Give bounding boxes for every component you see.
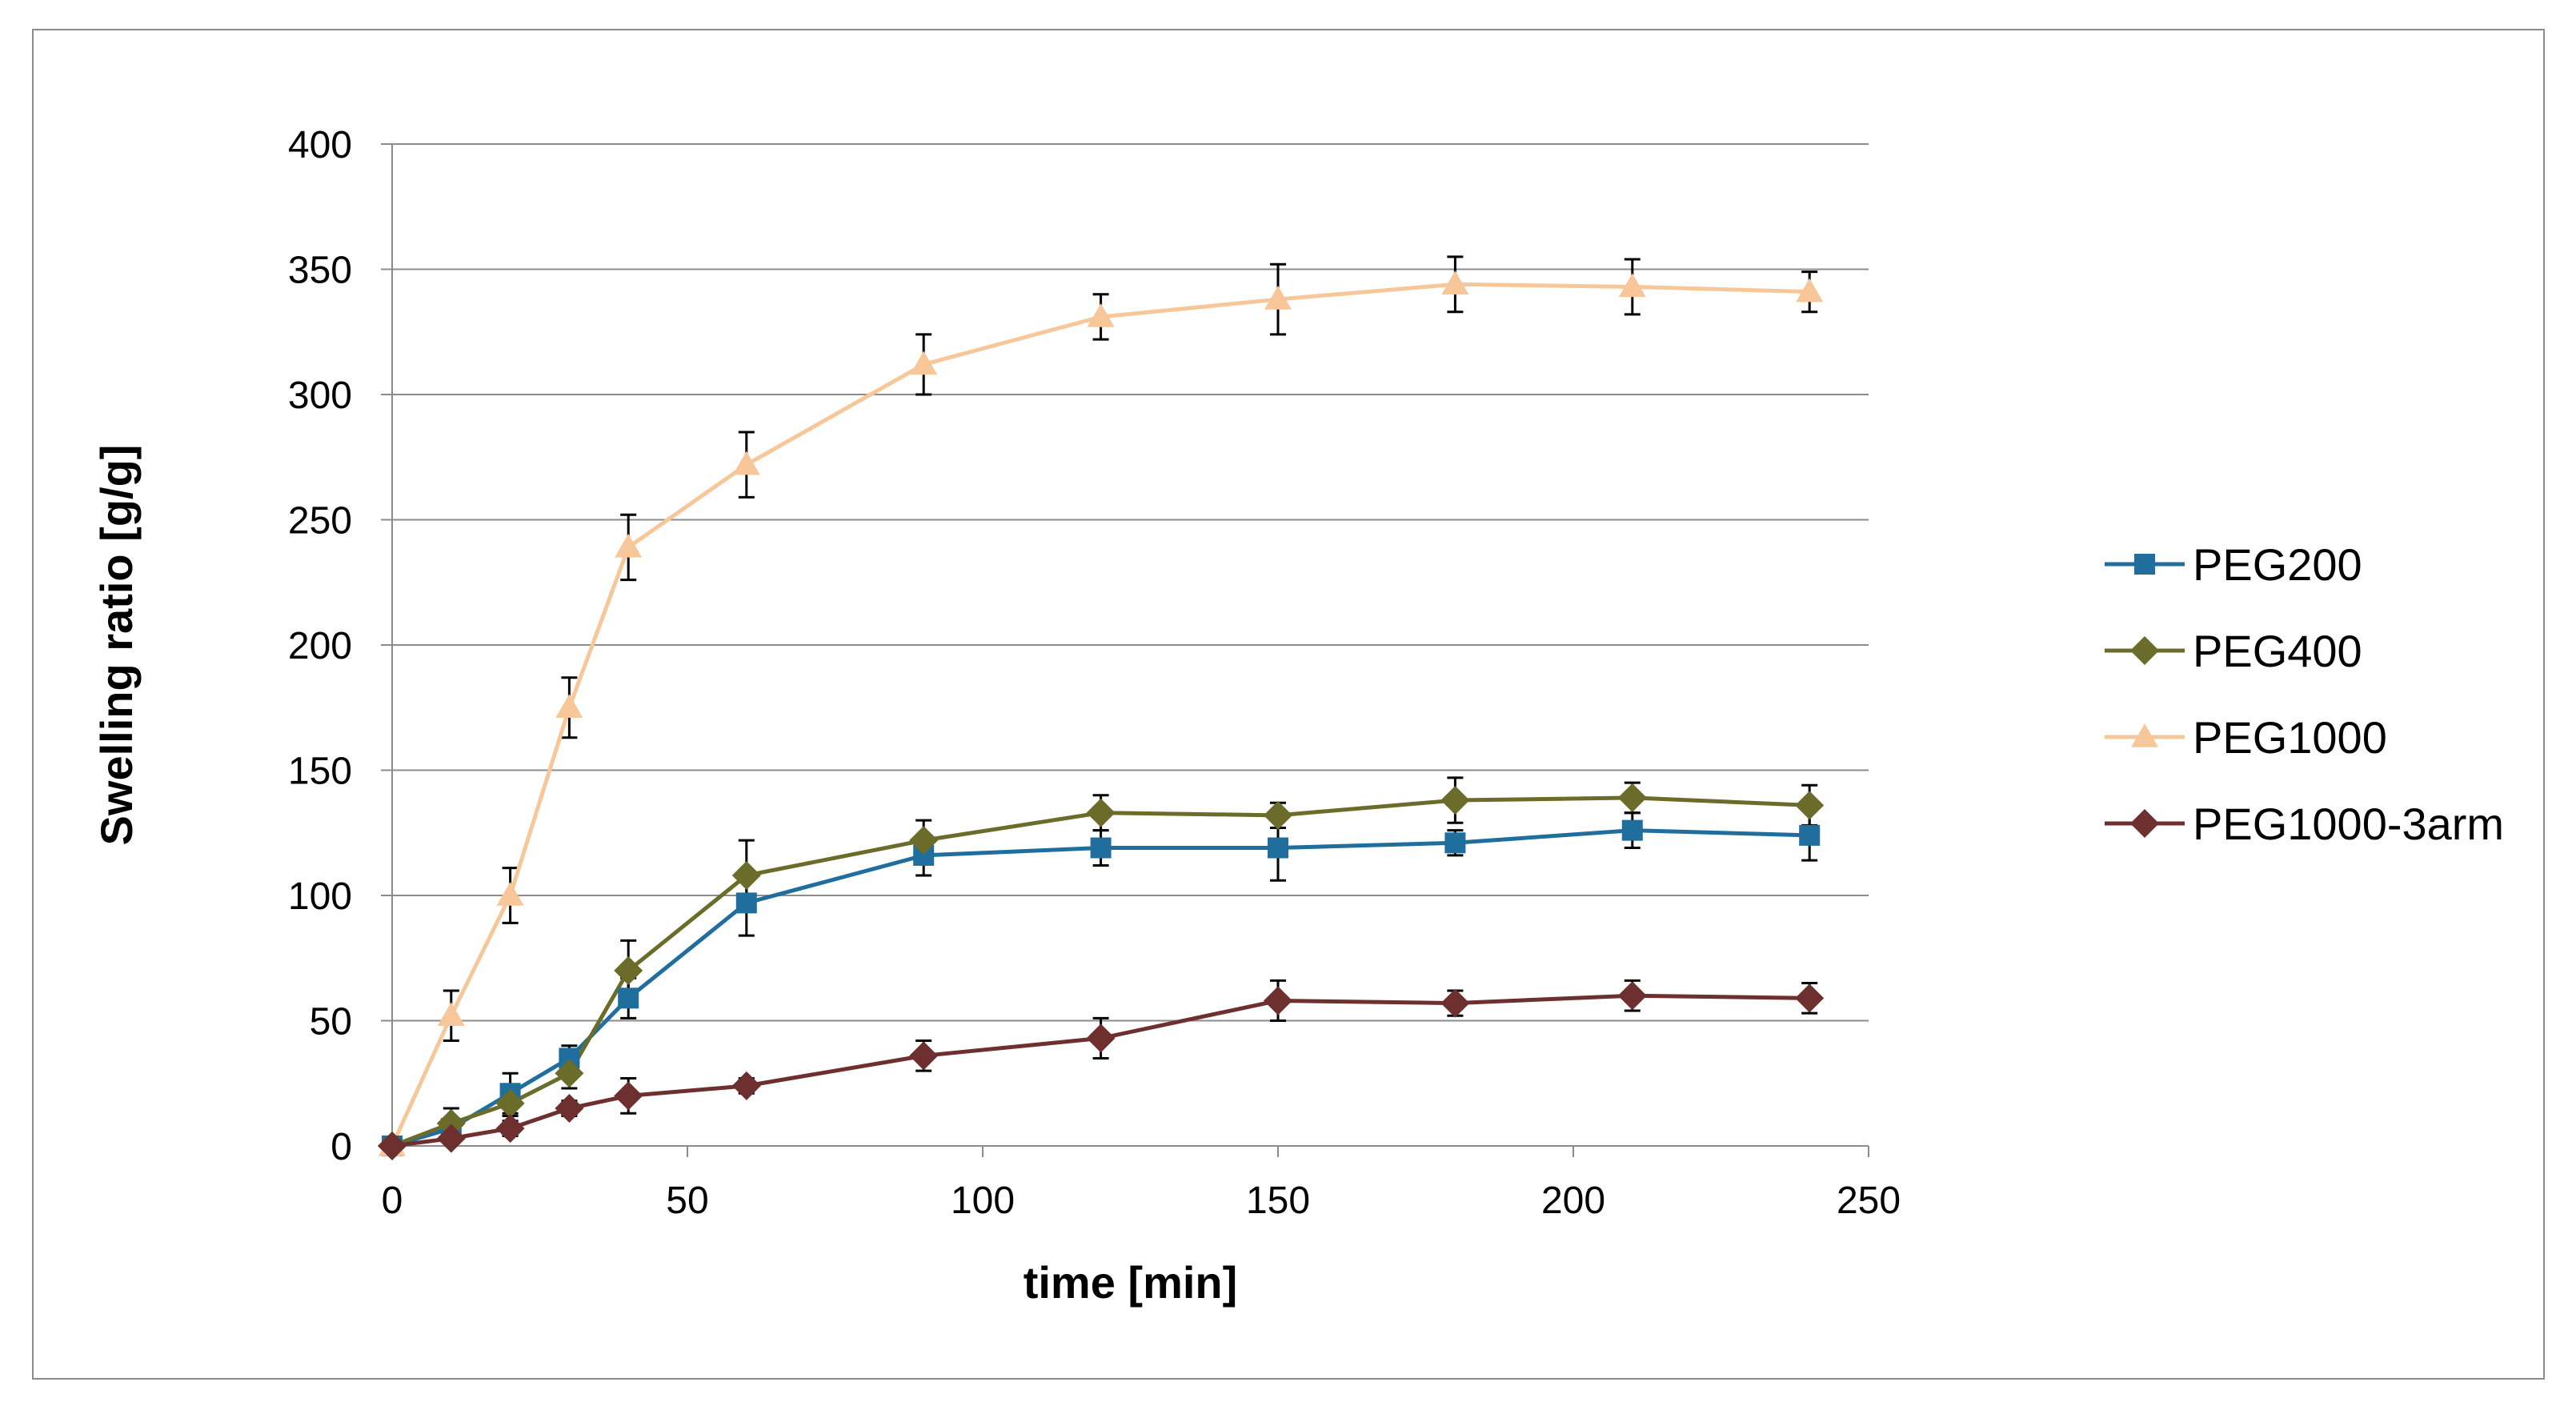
legend-marker-peg1000 [2131,723,2158,747]
legend-marker-peg200 [2134,554,2155,575]
data-point-peg400 [614,955,643,985]
legend: PEG200 PEG400 PEG1000 PEG1000-3arm [2105,539,2504,849]
x-tick-label: 100 [951,1180,1015,1222]
y-tick-label: 0 [331,1126,352,1168]
data-point-peg1000 [732,451,760,475]
data-point-peg1000 [1796,278,1824,302]
legend-label-peg1000-3arm: PEG1000-3arm [2193,799,2504,849]
data-point-peg200 [1621,819,1643,841]
data-point-peg1000 [555,694,583,718]
y-tick-label: 300 [288,375,352,417]
y-tick-label: 50 [310,1001,352,1043]
legend-label-peg200: PEG200 [2193,539,2362,590]
data-point-peg400 [436,1108,466,1138]
data-point-peg400 [1440,786,1470,815]
data-point-peg1000 [615,533,643,558]
data-point-peg400 [1264,800,1292,830]
x-tick-label: 150 [1246,1180,1310,1222]
y-tick-label: 200 [288,625,352,667]
y-axis-title: Swelling ratio [g/g] [91,445,142,846]
data-markers [378,270,1825,1160]
data-point-peg400 [909,826,939,855]
data-point-peg400 [731,860,761,890]
data-point-peg1000-3arm [495,1114,525,1144]
y-tick-label: 350 [288,250,352,292]
y-tick-label: 250 [288,500,352,543]
series-lines [390,282,1810,1148]
data-point-peg1000-3arm [909,1041,939,1071]
series-line-peg1000 [390,282,1810,1148]
data-point-peg200 [1444,832,1466,854]
x-axis-title: time [min] [1024,1257,1238,1308]
data-point-peg400 [555,1059,584,1088]
data-point-peg1000 [1441,270,1469,295]
data-point-peg200 [1090,837,1112,859]
data-point-peg200 [618,987,639,1009]
series-line-peg200 [391,828,1810,1148]
y-tick-label: 400 [288,124,352,166]
data-point-peg1000-3arm [555,1094,584,1124]
axes [381,143,1869,1157]
x-tick-label: 50 [666,1180,708,1222]
y-tick-label: 100 [288,875,352,918]
data-point-peg1000-3arm [1617,981,1647,1011]
data-point-peg1000-3arm [1264,986,1292,1015]
data-point-peg1000-3arm [731,1071,761,1100]
data-point-peg200 [735,892,757,914]
data-point-peg1000 [1264,286,1292,310]
data-point-peg400 [1086,798,1116,827]
y-tick-label: 150 [288,751,352,793]
data-point-peg200 [1799,824,1821,846]
x-tick-label: 200 [1541,1180,1605,1222]
data-point-peg1000-3arm [1440,988,1470,1018]
data-point-peg1000-3arm [378,1132,407,1160]
data-point-peg400 [495,1088,525,1118]
data-point-peg1000 [496,882,524,906]
legend-label-peg1000: PEG1000 [2193,712,2387,763]
data-point-peg1000-3arm [614,1081,643,1111]
data-point-peg1000-3arm [1086,1023,1116,1053]
x-tick-label: 250 [1837,1180,1901,1222]
data-point-peg400 [1617,783,1647,812]
data-point-peg1000 [437,1002,465,1026]
error-bars [384,255,1818,1148]
data-point-peg1000-3arm [1795,983,1825,1013]
data-point-peg200 [1268,837,1288,859]
chart-frame [32,29,2545,1380]
gridlines [392,143,1869,1022]
data-point-peg1000 [1618,273,1646,298]
data-point-peg1000 [910,350,938,375]
data-point-peg1000-3arm [436,1124,466,1153]
legend-label-peg400: PEG400 [2193,626,2362,676]
x-tick-label: 0 [382,1180,403,1222]
legend-marker-peg1000-3arm [2130,809,2159,838]
data-point-peg1000 [1087,302,1115,327]
tick-labels: 0 50 100 150 200 250 300 350 400 0 50 100 150 200 250 [288,124,1901,1222]
legend-marker-peg400 [2130,636,2159,665]
data-point-peg400 [1795,791,1825,820]
